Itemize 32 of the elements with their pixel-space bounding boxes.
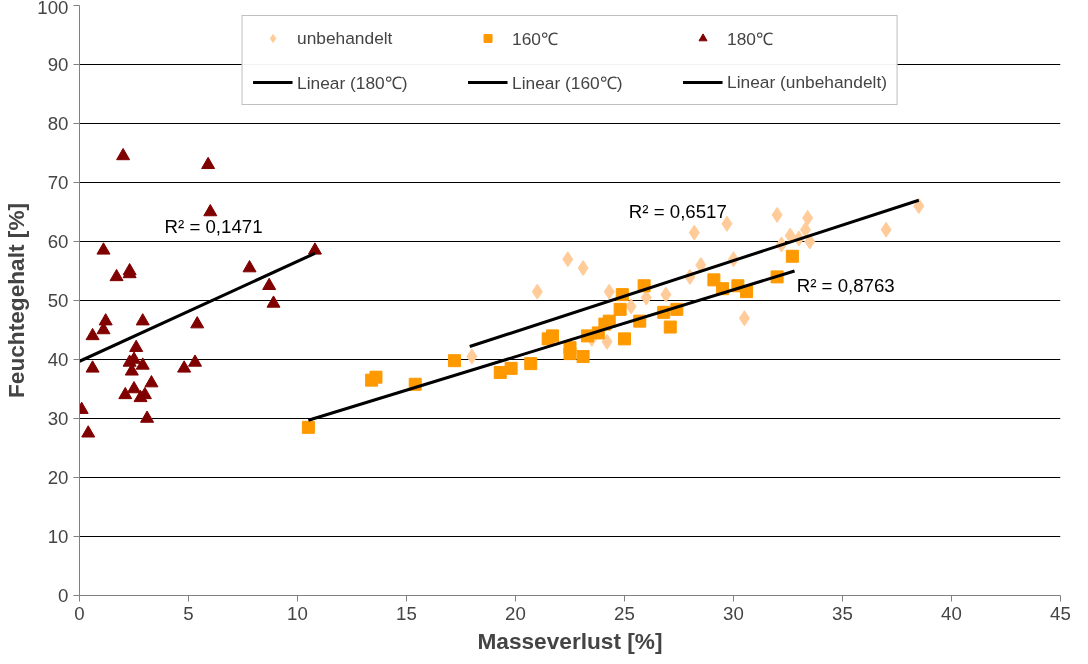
x-tick-label: 45 — [1050, 602, 1071, 624]
y-axis-title: Feuchtegehalt [%] — [3, 202, 30, 399]
x-tick-label: 0 — [74, 602, 85, 624]
x-tick-label: 15 — [396, 602, 417, 624]
annotation: R² = 0,1471 — [164, 215, 263, 237]
x-tick-label: 25 — [614, 602, 635, 624]
y-tick-label: 40 — [47, 349, 69, 370]
y-tick-label: 0 — [58, 585, 69, 606]
annotation: R² = 0,6517 — [628, 201, 727, 223]
y-tick-label: 80 — [47, 113, 69, 134]
x-axis-title: Masseverlust [%] — [477, 627, 663, 654]
y-tick-label: 20 — [47, 467, 69, 488]
y-tick-label: 50 — [47, 290, 69, 311]
legend-label: unbehandelt — [297, 27, 394, 49]
y-tick-label: 30 — [47, 408, 69, 429]
legend-label: 180℃ — [727, 28, 774, 50]
legend-label: Linear (160℃) — [512, 72, 624, 94]
x-tick-label: 30 — [723, 602, 744, 624]
legend-label: Linear (180℃) — [297, 72, 409, 94]
x-tick-label: 35 — [832, 602, 853, 624]
legend-label: 160℃ — [512, 28, 559, 50]
y-tick-label: 90 — [47, 54, 69, 75]
x-tick-label: 10 — [287, 602, 308, 624]
x-tick-label: 5 — [183, 602, 194, 624]
y-tick-label: 60 — [47, 231, 69, 252]
y-tick-label: 100 — [37, 0, 69, 18]
x-tick-label: 40 — [941, 602, 962, 624]
x-tick-label: 20 — [505, 602, 526, 624]
y-tick-label: 10 — [47, 526, 69, 547]
legend-label: Linear (unbehandelt) — [727, 71, 887, 93]
annotation: R² = 0,8763 — [796, 274, 895, 296]
y-tick-label: 70 — [47, 172, 69, 193]
